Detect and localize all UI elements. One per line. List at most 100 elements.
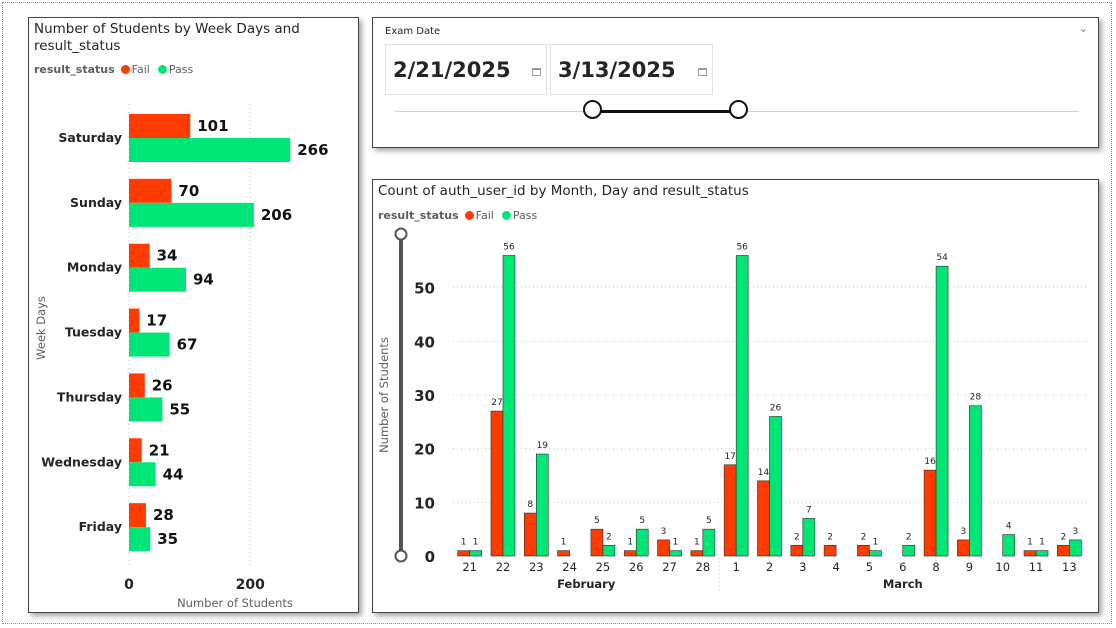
data-label: 7 xyxy=(806,505,812,515)
data-label: 1 xyxy=(1027,538,1033,548)
data-label: 17 xyxy=(146,312,167,330)
data-label: 5 xyxy=(706,516,712,526)
bar-fail xyxy=(690,550,704,557)
bar-pass xyxy=(129,397,163,422)
legend-label-fail: Fail xyxy=(475,209,494,222)
y-tick-label: Saturday xyxy=(58,130,122,145)
data-label: 44 xyxy=(163,465,184,483)
data-label: 28 xyxy=(153,506,174,524)
legend-item-pass[interactable]: Pass xyxy=(501,209,537,222)
zoom-slider-top-handle[interactable] xyxy=(394,227,408,241)
bar-pass xyxy=(129,138,291,162)
bar-pass xyxy=(902,544,916,557)
data-label: 1 xyxy=(1039,538,1045,548)
data-label: 19 xyxy=(537,441,549,451)
data-label: 1 xyxy=(694,538,700,548)
legend-title: result_status xyxy=(34,63,115,76)
y-tick-label: Wednesday xyxy=(41,454,122,469)
bar-fail xyxy=(957,539,970,557)
x-tick-label: 26 xyxy=(629,560,644,574)
data-label: 70 xyxy=(178,182,199,200)
calendar-icon[interactable] xyxy=(532,68,541,76)
chart-legend: result_status Fail Pass xyxy=(378,209,541,222)
chart-title-line-2: result_status xyxy=(34,38,121,54)
legend-item-pass[interactable]: Pass xyxy=(157,63,193,76)
start-date-input[interactable]: 2/21/2025 xyxy=(385,44,547,95)
slider-end-handle[interactable] xyxy=(729,100,748,119)
data-label: 28 xyxy=(970,393,982,403)
month-label: March xyxy=(883,577,923,591)
chart-title: Count of auth_user_id by Month, Day and … xyxy=(378,183,749,199)
y-tick-label: 10 xyxy=(414,494,435,512)
legend-item-fail[interactable]: Fail xyxy=(120,63,150,76)
data-label: 21 xyxy=(149,441,170,459)
data-label: 14 xyxy=(758,468,770,478)
bar-fail xyxy=(129,114,191,138)
legend-title: result_status xyxy=(378,209,459,222)
bar-pass xyxy=(129,332,170,357)
legend-dot-fail xyxy=(120,65,130,74)
data-label: 1 xyxy=(461,538,467,548)
bar-pass xyxy=(502,255,516,557)
data-label: 101 xyxy=(197,117,228,135)
x-tick-label: 2 xyxy=(766,560,773,574)
bar-fail xyxy=(723,464,737,557)
y-tick-label: Tuesday xyxy=(65,325,122,340)
data-label: 2 xyxy=(606,532,612,542)
y-tick-label: 50 xyxy=(414,280,435,298)
chevron-down-icon[interactable]: ⌄ xyxy=(1078,22,1088,35)
calendar-icon[interactable] xyxy=(698,68,707,76)
bar-fail xyxy=(923,469,937,557)
data-label: 1 xyxy=(627,538,633,548)
legend-dot-pass xyxy=(157,65,167,74)
data-label: 5 xyxy=(594,516,600,526)
bar-fail xyxy=(623,550,637,557)
end-date-input[interactable]: 3/13/2025 xyxy=(550,44,713,95)
bar-fail xyxy=(857,544,870,557)
exam-date-slicer[interactable]: Exam Date ⌄ 2/21/2025 3/13/2025 xyxy=(372,17,1099,148)
data-label: 3 xyxy=(961,527,967,537)
data-label: 16 xyxy=(924,457,936,467)
data-label: 34 xyxy=(157,247,178,265)
y-tick-label: 30 xyxy=(414,387,435,405)
y-axis-title: Number of Students xyxy=(377,337,391,453)
data-label: 56 xyxy=(503,242,515,252)
bar-pass xyxy=(129,527,151,552)
data-label: 2 xyxy=(794,532,800,542)
bar-pass xyxy=(802,518,816,557)
data-label: 27 xyxy=(491,398,502,408)
bar-fail xyxy=(557,550,570,557)
x-tick-label: 6 xyxy=(899,560,906,574)
x-tick-label: 0 xyxy=(124,577,134,593)
y-tick-label: Sunday xyxy=(70,195,122,210)
x-tick-label: 25 xyxy=(596,560,611,574)
bar-fail xyxy=(823,544,837,557)
start-date-value: 2/21/2025 xyxy=(393,57,511,82)
x-tick-label: 27 xyxy=(662,560,677,574)
legend-dot-pass xyxy=(501,211,511,220)
legend-dot-fail xyxy=(464,211,474,220)
data-label: 1 xyxy=(873,538,879,548)
data-label: 2 xyxy=(861,532,867,542)
x-tick-label: 23 xyxy=(529,560,544,574)
bar-fail xyxy=(129,503,146,528)
zoom-slider-bottom-handle[interactable] xyxy=(394,549,408,563)
bar-fail xyxy=(457,550,470,557)
weekday-bar-chart-visual[interactable]: Number of Students by Week Days and resu… xyxy=(28,17,359,613)
legend-item-fail[interactable]: Fail xyxy=(464,209,494,222)
bar-pass xyxy=(129,462,156,487)
x-tick-label: 5 xyxy=(866,560,873,574)
data-label: 54 xyxy=(936,253,948,263)
x-axis-title: Number of Students xyxy=(177,596,293,610)
y-axis-title: Week Days xyxy=(34,296,48,360)
chart-legend: result_status Fail Pass xyxy=(34,63,197,76)
slider-start-handle[interactable] xyxy=(583,100,602,119)
bar-fail xyxy=(757,480,770,557)
daily-bar-chart-visual[interactable]: Count of auth_user_id by Month, Day and … xyxy=(372,179,1099,613)
legend-label-fail: Fail xyxy=(131,63,150,76)
data-label: 2 xyxy=(1060,532,1066,542)
data-label: 1 xyxy=(561,538,567,548)
bar-fail xyxy=(129,438,142,463)
chart-title-line-1: Number of Students by Week Days and xyxy=(34,21,300,37)
data-label: 26 xyxy=(770,403,782,413)
